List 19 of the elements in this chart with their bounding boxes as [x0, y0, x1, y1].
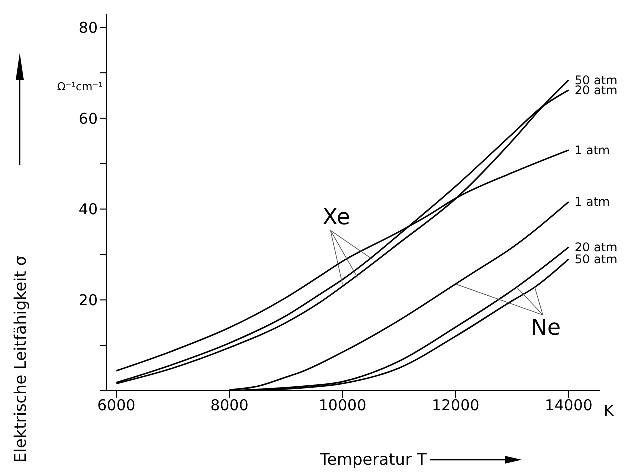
annotation: Xe	[322, 206, 350, 231]
x-tick-label: 6000	[98, 396, 136, 415]
text: K	[604, 402, 615, 420]
y-tick-label: 80	[78, 18, 98, 37]
series-label: 1 atm	[574, 143, 610, 158]
x-tick-label: 12000	[432, 396, 480, 415]
series-label: 50 atm	[574, 252, 618, 266]
series-label: 20 atm	[574, 240, 618, 254]
text: Ω⁻¹cm⁻¹	[57, 80, 103, 94]
x-axis-title: Temperatur T	[319, 450, 428, 469]
y-tick-label: 40	[78, 200, 98, 219]
x-tick-label: 8000	[210, 396, 249, 415]
y-axis-title: Elektrische Leitfähigkeit σ	[11, 256, 30, 463]
annotation: Ne	[531, 316, 562, 342]
series-label: 1 atm	[574, 195, 610, 210]
y-tick-label: 60	[78, 110, 98, 128]
x-tick-label: 14000	[545, 396, 593, 415]
y-tick-label: 20	[78, 291, 98, 310]
x-tick-label: 10000	[318, 396, 367, 415]
